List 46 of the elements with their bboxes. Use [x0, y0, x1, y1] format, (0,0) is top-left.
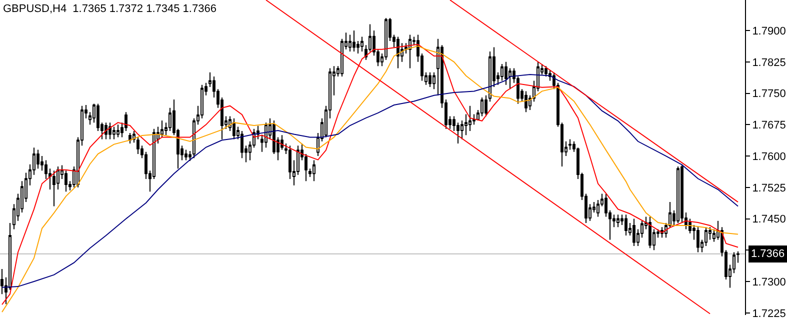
y-tick-label: 1.7900: [752, 25, 786, 38]
candlestick: [676, 166, 680, 224]
candlestick: [128, 132, 132, 144]
candlestick: [408, 34, 412, 69]
candlestick: [184, 149, 188, 161]
candlestick: [468, 105, 472, 132]
candlestick: [488, 50, 492, 102]
candlestick: [52, 170, 56, 207]
candlestick: [348, 34, 352, 52]
candlestick: [232, 118, 236, 140]
candlestick: [432, 72, 436, 90]
chart-title: GBPUSD,H4 1.7365 1.7372 1.7345 1.7366: [3, 3, 216, 15]
candlestick: [480, 96, 484, 117]
candlestick: [428, 72, 432, 88]
candlestick: [624, 214, 628, 236]
y-tick-label: 1.7225: [752, 308, 786, 320]
candlestick: [632, 218, 636, 246]
line-series: [2, 74, 738, 288]
candlestick: [108, 122, 112, 140]
y-tick-label: 1.7600: [752, 150, 786, 163]
candlestick: [116, 124, 120, 138]
candlestick: [396, 36, 400, 69]
candlestick: [568, 138, 572, 150]
y-tick-label: 1.7825: [752, 56, 786, 69]
y-tick-label: 1.7300: [752, 276, 786, 288]
candlestick: [500, 64, 504, 82]
candlestick: [240, 130, 244, 159]
candlestick: [264, 122, 268, 148]
candlestick: [484, 94, 488, 117]
y-tick-label: 1.7750: [752, 88, 786, 100]
candlestick: [616, 214, 620, 228]
candlestick: [104, 122, 108, 140]
y-tick-label: 1.7675: [752, 120, 786, 132]
y-tick-label: 1.7525: [752, 182, 786, 194]
candlestick: [312, 160, 316, 182]
ref-line-label: 1.7366: [751, 248, 785, 260]
candlestick: [648, 216, 652, 249]
candlestick: [524, 90, 528, 113]
candlestick: [696, 226, 700, 253]
candlestick: [112, 126, 116, 140]
candlestick: [360, 36, 364, 52]
candlestick: [504, 61, 508, 86]
candlestick: [544, 66, 548, 78]
candlestick: [188, 150, 192, 162]
candlestick: [352, 30, 356, 52]
y-tick-label: 1.7450: [752, 214, 786, 226]
